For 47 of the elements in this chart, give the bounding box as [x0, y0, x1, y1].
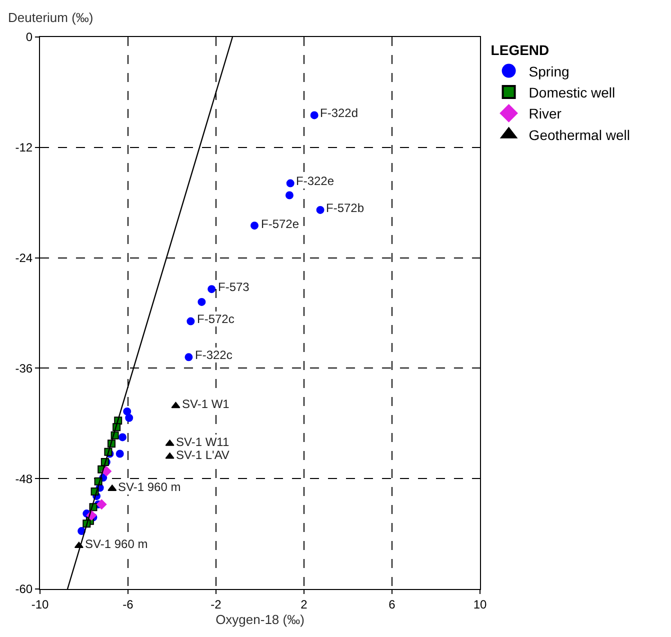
point — [285, 191, 294, 200]
x-tick-label: 2 — [300, 597, 308, 612]
y-tick-label: -48 — [15, 472, 33, 486]
point — [171, 402, 180, 408]
y-tick-label: 0 — [26, 30, 33, 44]
x-tick-label: -6 — [122, 597, 134, 612]
point — [123, 407, 132, 416]
annotation: SV-1 L'AV — [176, 448, 230, 462]
x-tick-label: 6 — [388, 597, 396, 612]
annotation: F-573 — [218, 280, 250, 294]
annotation: SV-1 W1 — [182, 397, 230, 411]
point — [118, 433, 126, 442]
x-tick-label: -10 — [31, 597, 49, 612]
legend-title: LEGEND — [490, 42, 550, 58]
point — [184, 353, 193, 362]
annotation: F-572e — [261, 217, 300, 231]
point — [286, 179, 294, 188]
point — [310, 111, 318, 120]
point — [101, 466, 112, 476]
annotation: SV-1 960 m — [118, 480, 181, 494]
point — [116, 450, 124, 458]
y-axis-title: Deuterium (‰) — [8, 10, 94, 25]
x-tick-label: 10 — [473, 597, 487, 612]
annotation: F-322c — [195, 348, 232, 362]
legend-label: Spring — [528, 63, 570, 80]
x-axis-title: Oxygen-18 (‰) — [216, 612, 304, 627]
point — [96, 499, 107, 510]
point — [198, 298, 206, 306]
annotation: F-572c — [197, 312, 234, 326]
y-tick-label: -36 — [15, 361, 33, 376]
annotation: F-322e — [296, 174, 334, 188]
x-tick-label: -2 — [210, 597, 222, 612]
point — [208, 285, 216, 294]
annotation: F-322d — [320, 106, 358, 120]
legend-label: River — [528, 106, 562, 122]
y-tick-label: -60 — [15, 582, 33, 596]
y-tick-label: -12 — [15, 140, 33, 155]
point — [316, 206, 324, 214]
annotation: SV-1 W11 — [176, 435, 230, 449]
point — [250, 222, 258, 230]
legend-label: Geothermal well — [528, 126, 630, 143]
y-tick-label: -24 — [15, 251, 33, 265]
annotation: SV-1 960 m — [85, 537, 148, 551]
point — [125, 414, 134, 422]
annotation: F-572b — [326, 201, 364, 215]
legend-label: Domestic well — [528, 84, 616, 100]
point — [186, 317, 195, 326]
